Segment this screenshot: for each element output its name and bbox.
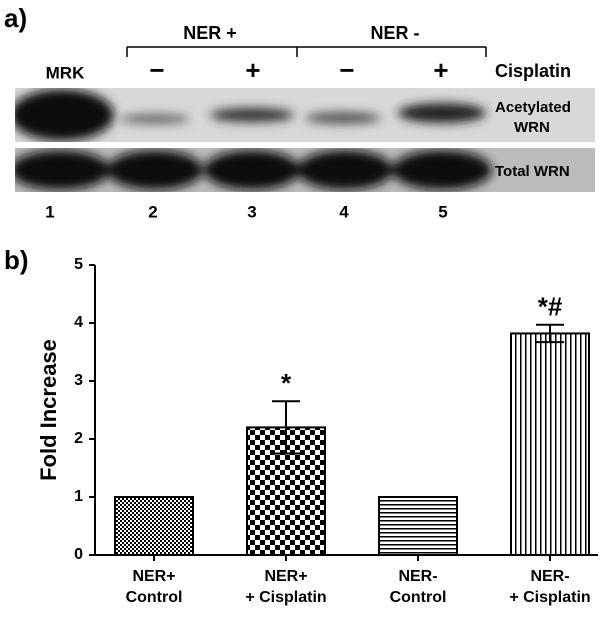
significance: *#	[538, 292, 563, 322]
x-tick-label: NER-	[398, 568, 437, 585]
x-tick-label: Control	[390, 589, 447, 606]
lane-number: 1	[45, 202, 54, 221]
lane-number: 5	[438, 202, 447, 221]
y-tick-label: 1	[74, 488, 83, 505]
significance: *	[281, 368, 292, 398]
lane-number: 4	[339, 202, 349, 221]
bands	[15, 89, 486, 141]
y-tick-label: 0	[74, 546, 83, 563]
x-tick-label: NER+	[132, 568, 175, 585]
row-label: Total WRN	[495, 163, 570, 180]
treatment: −	[149, 55, 164, 85]
x-tick-label: + Cisplatin	[509, 589, 590, 606]
bar	[378, 496, 458, 556]
x-tick-label: + Cisplatin	[245, 589, 326, 606]
y-tick-label: 2	[74, 430, 83, 447]
x-tick-label: NER+	[264, 568, 307, 585]
panel-label: a)	[4, 3, 27, 33]
treatment: +	[433, 55, 448, 85]
treatment-label: Cisplatin	[495, 61, 571, 81]
lane-number: 3	[247, 202, 256, 221]
panel-label: b)	[4, 245, 29, 275]
plot: 0 1 2 3 4 5 NER+ Control NER+ + Cisplatin * NER- Con…	[74, 256, 598, 606]
group-label: NER -	[371, 23, 420, 43]
bar	[510, 332, 590, 556]
group-label: NER +	[183, 23, 237, 43]
lane-number: 2	[148, 202, 157, 221]
y-axis-label: Fold Increase	[36, 339, 61, 481]
treatment: +	[245, 55, 260, 85]
y-tick-label: 4	[74, 314, 83, 331]
marker-label: MRK	[46, 63, 85, 82]
x-tick-label: Control	[126, 589, 183, 606]
treatment: −	[339, 55, 354, 85]
y-tick-label: 5	[74, 256, 83, 273]
row-label: WRN	[514, 119, 550, 136]
x-tick-label: NER-	[530, 568, 569, 585]
bands	[15, 150, 492, 190]
row-label: Acetylated	[495, 99, 571, 116]
y-tick-label: 3	[74, 372, 83, 389]
bar	[114, 496, 194, 556]
